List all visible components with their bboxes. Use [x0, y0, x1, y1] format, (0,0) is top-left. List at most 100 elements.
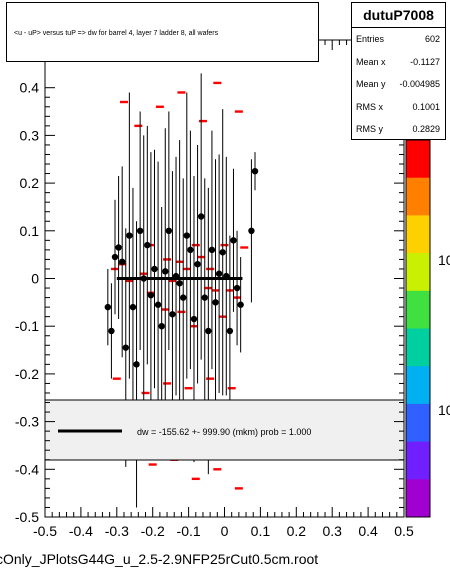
- color-scale: [405, 139, 431, 518]
- bin-cell: [163, 258, 172, 261]
- bin-cell: [184, 387, 193, 390]
- data-point: [136, 227, 144, 234]
- data-point: [223, 272, 230, 280]
- data-point: [205, 327, 212, 335]
- data-point: [215, 270, 223, 277]
- bin-cell: [163, 382, 172, 385]
- legend-label: dw = -155.62 +- 999.90 (mkm) prob = 1.00…: [137, 427, 311, 437]
- data-point: [129, 303, 137, 311]
- colorbar-tick-label: 10: [438, 402, 450, 418]
- data-point: [201, 294, 208, 301]
- data-point: [219, 249, 226, 256]
- y-tick-label: -0.4: [15, 461, 39, 477]
- stats-box: dutuP7008 Entries 602 Mean x -0.1127 Mean …: [351, 2, 446, 140]
- data-point: [165, 227, 173, 234]
- profile-markers: [104, 167, 259, 368]
- bin-cell: [191, 477, 200, 481]
- bin-cell: [213, 468, 222, 471]
- color-scale-segment: [406, 140, 430, 179]
- color-scale-segment: [406, 177, 430, 216]
- stats-key: Entries: [356, 34, 385, 44]
- data-point: [151, 265, 158, 273]
- color-scale-frame: [405, 139, 431, 518]
- file-name-footer: cOnly_JPlotsG44G_u_2.5-2.9NFP25rCut0.5cm…: [0, 551, 319, 567]
- stats-value: 0.2829: [412, 124, 440, 135]
- bin-cell: [191, 243, 200, 247]
- bin-cell: [112, 377, 121, 380]
- data-point: [212, 299, 219, 306]
- color-scale-segment: [406, 290, 430, 329]
- x-tick-label: 0.1: [251, 523, 271, 539]
- data-point: [248, 227, 255, 234]
- bin-cell: [141, 391, 150, 395]
- stats-key: Mean x: [356, 56, 386, 67]
- data-point: [115, 244, 122, 251]
- color-scale-segment: [406, 403, 430, 443]
- data-point: [251, 167, 259, 175]
- x-tick-label: -0.1: [177, 523, 201, 539]
- y-tick-label: 0.4: [20, 80, 40, 96]
- y-tick-label: -0.1: [15, 318, 39, 334]
- bin-cell: [234, 110, 243, 113]
- bin-cell: [206, 267, 215, 271]
- data-point: [226, 327, 234, 335]
- bin-cell: [148, 463, 157, 466]
- data-point: [169, 311, 176, 318]
- bin-cell: [177, 310, 186, 314]
- data-point: [190, 315, 198, 323]
- bin-cell: [155, 105, 164, 108]
- x-tick-label: -0.5: [33, 523, 57, 539]
- data-point: [187, 246, 194, 254]
- title-box: <u - uP> versus tuP => dw for barrel 4, …: [6, 2, 319, 62]
- bin-cell: [206, 377, 215, 380]
- x-tick-label: -0.2: [141, 523, 165, 539]
- bin-cell: [227, 387, 236, 390]
- data-point: [154, 301, 162, 308]
- data-point: [111, 253, 119, 261]
- data-point: [140, 275, 147, 282]
- stats-row: RMS y 0.2829: [352, 118, 445, 141]
- stats-value: -0.004985: [399, 79, 440, 90]
- color-scale-segment: [406, 253, 430, 292]
- bin-cell: [177, 91, 186, 94]
- stats-row: Entries 602: [352, 28, 445, 51]
- x-tick-label: 0.4: [358, 523, 378, 539]
- color-scale-segment: [406, 479, 430, 518]
- x-tick-label: 0.2: [287, 523, 307, 539]
- stats-key: RMS x: [356, 101, 383, 112]
- stats-key: RMS y: [356, 124, 383, 135]
- data-point: [122, 344, 129, 351]
- x-tick-label: 0: [221, 523, 229, 539]
- stats-row: Mean x -0.1127: [352, 51, 445, 74]
- data-point: [194, 260, 201, 268]
- data-point: [237, 301, 244, 308]
- stats-title: dutuP7008: [352, 3, 445, 28]
- data-point: [183, 232, 191, 239]
- y-tick-label: 0: [31, 271, 39, 287]
- stats-row: RMS x 0.1001: [352, 96, 445, 119]
- data-point: [172, 272, 180, 280]
- data-point: [230, 237, 237, 244]
- bin-cell: [134, 124, 143, 128]
- data-point: [126, 232, 133, 239]
- x-tick-label: -0.3: [105, 523, 129, 539]
- y-tick-label: -0.3: [15, 414, 39, 430]
- bin-cell: [119, 100, 128, 104]
- stats-value: 0.1001: [412, 101, 440, 112]
- bin-cell: [240, 246, 249, 249]
- data-point: [197, 213, 205, 220]
- data-point: [144, 241, 151, 249]
- colorbar-tick-label: 10: [438, 252, 450, 268]
- data-point: [108, 327, 115, 335]
- x-tick-label: -0.4: [69, 523, 93, 539]
- stats-key: Mean y: [356, 79, 386, 90]
- chart-title: <u - uP> versus tuP => dw for barrel 4, …: [14, 30, 219, 37]
- stats-value: 602: [424, 34, 440, 44]
- data-point: [176, 280, 183, 287]
- data-point: [133, 361, 140, 368]
- y-tick-label: -0.5: [15, 509, 39, 525]
- data-point: [147, 291, 155, 299]
- color-scale-segment: [406, 328, 430, 367]
- data-point: [180, 294, 187, 301]
- data-point: [208, 246, 216, 254]
